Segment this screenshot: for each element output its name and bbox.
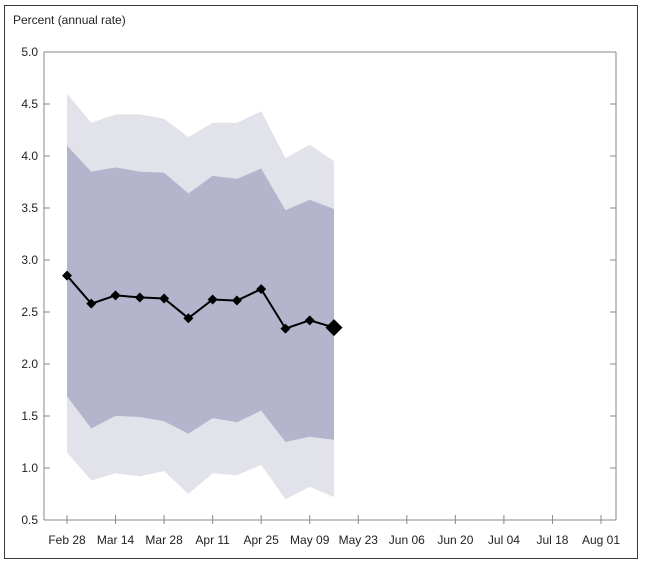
chart-frame: [4, 5, 638, 559]
data-point-marker: [159, 293, 170, 304]
y-unit-label: Percent (annual rate): [13, 13, 126, 27]
data-point-marker: [231, 295, 242, 306]
plot-area: 5.0 4.5 4.0 3.5 3.0 2.5 2.0 1.5 1.0 0.5 Feb 28 Mar …: [21, 45, 620, 547]
x-tick-label: May 09: [290, 533, 330, 547]
data-point-marker: [134, 292, 145, 303]
data-point-marker: [280, 323, 291, 334]
x-tick-label: Jul 04: [488, 533, 520, 547]
x-tick-label: Jul 18: [536, 533, 568, 547]
data-point-marker: [110, 290, 121, 301]
y-tick-label: 3.0: [21, 253, 38, 267]
data-point-marker: [183, 313, 194, 324]
data-point-marker: [256, 284, 267, 295]
inner-band: [67, 145, 334, 442]
y-tick-label: 5.0: [21, 45, 38, 59]
x-tick-label: May 23: [339, 533, 379, 547]
y-tick-label: 2.5: [21, 305, 38, 319]
data-point-marker: [62, 270, 72, 281]
x-tick-label: Mar 28: [145, 533, 183, 547]
data-point-marker: [304, 315, 315, 326]
outer-band-upper: [67, 93, 334, 211]
y-tick-label: 1.5: [21, 409, 38, 423]
y-tick-label: 2.0: [21, 357, 38, 371]
data-point-marker: [86, 298, 97, 309]
x-tick-label: Apr 25: [244, 533, 280, 547]
x-tick-label: Apr 11: [195, 533, 230, 547]
x-tick-label: Aug 01: [582, 533, 620, 547]
y-tick-label: 3.5: [21, 201, 38, 215]
y-tick-label: 0.5: [21, 513, 38, 527]
x-tick-label: Feb 28: [48, 533, 86, 547]
x-tick-label: Jun 20: [437, 533, 473, 547]
data-point-marker: [207, 294, 218, 305]
y-tick-label: 4.5: [21, 97, 38, 111]
y-tick-label: 1.0: [21, 461, 38, 475]
x-tick-label: Mar 14: [97, 533, 135, 547]
latest-point-marker: [325, 319, 343, 337]
series-line: [66, 274, 335, 330]
x-tick-label: Jun 06: [389, 533, 425, 547]
outer-band-lower: [67, 396, 334, 500]
y-tick-label: 4.0: [21, 149, 38, 163]
